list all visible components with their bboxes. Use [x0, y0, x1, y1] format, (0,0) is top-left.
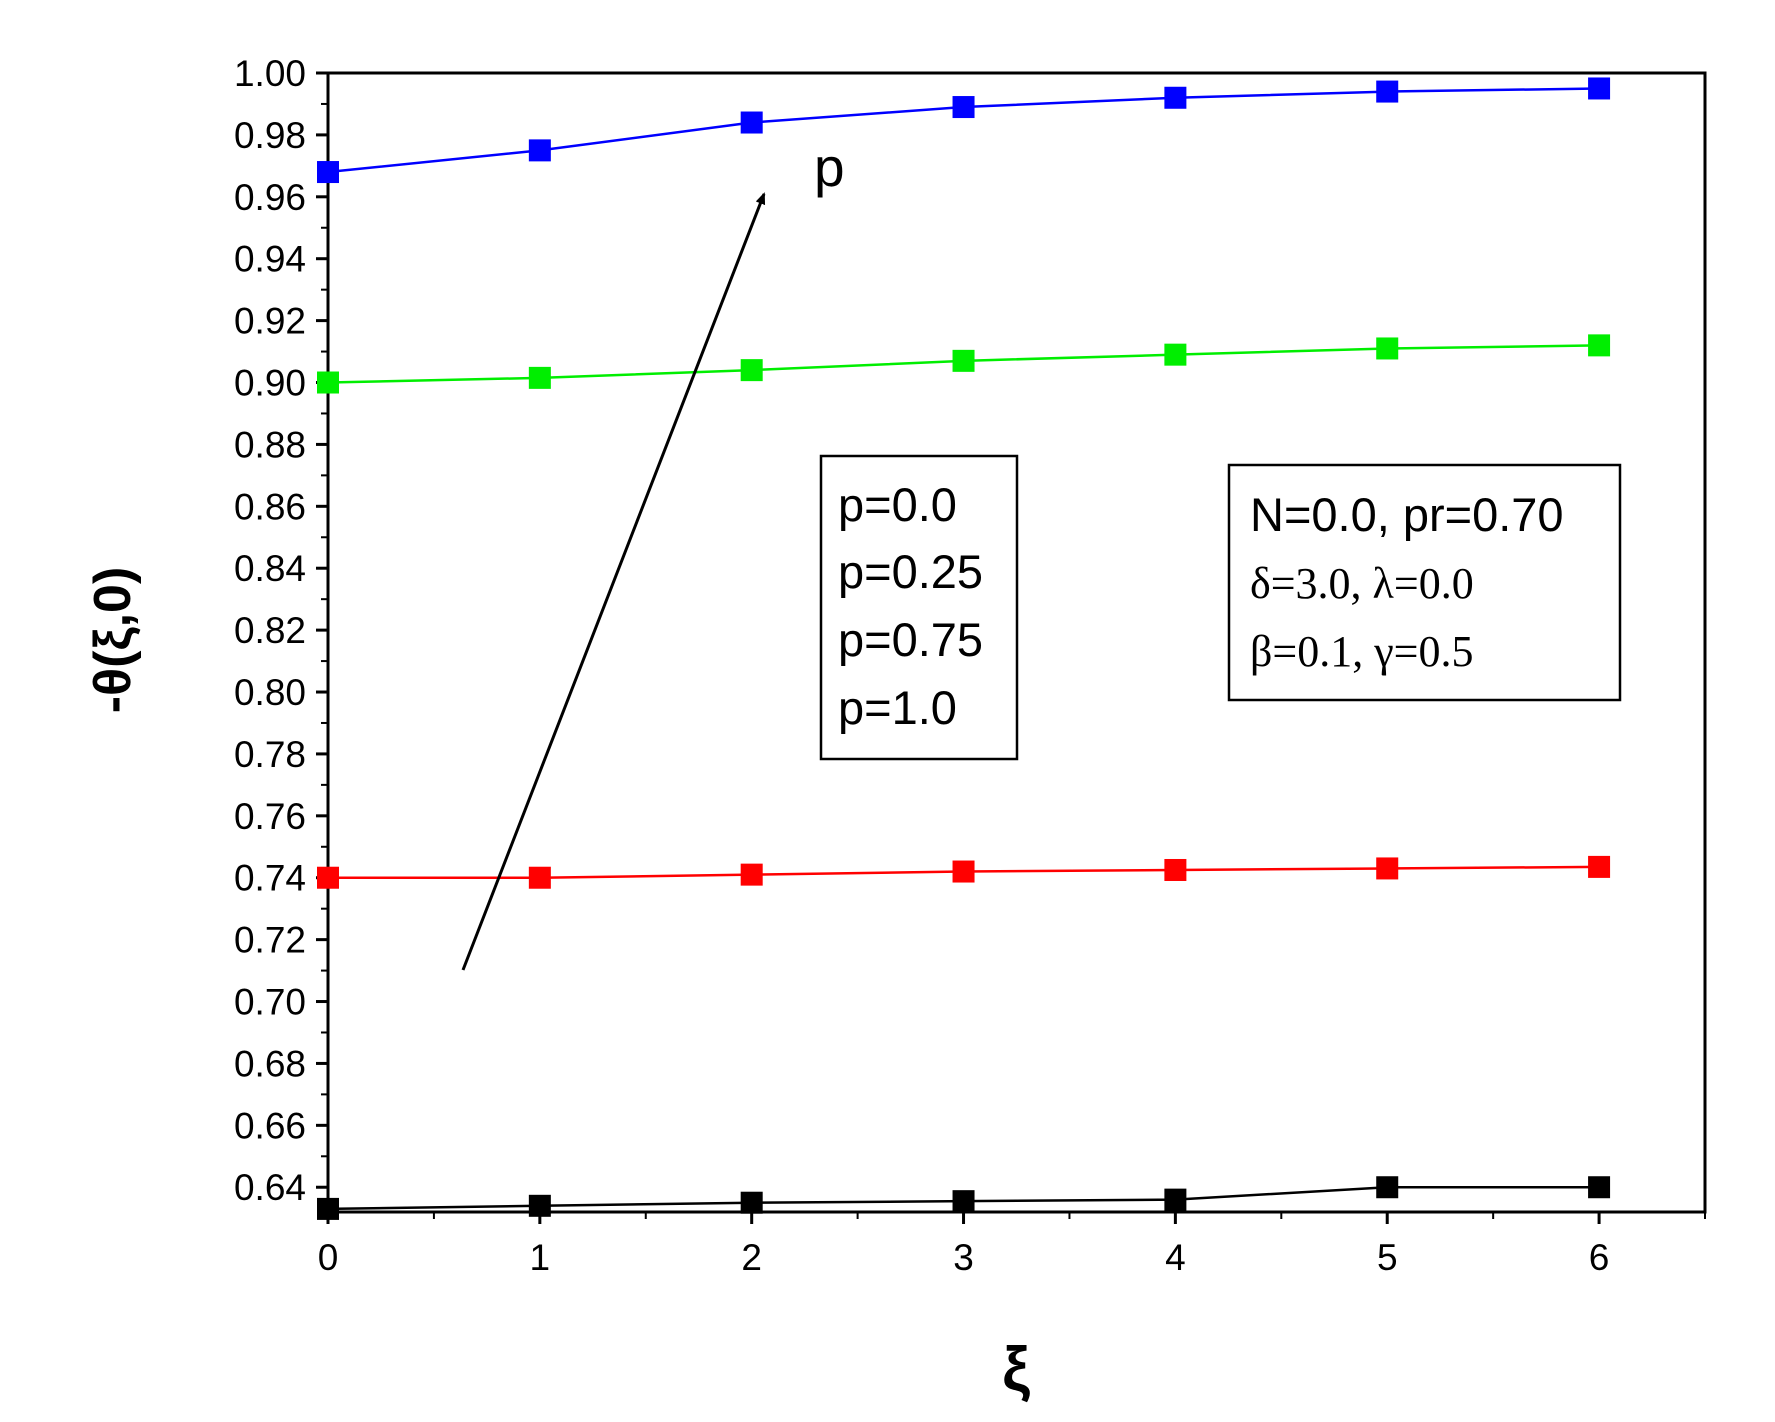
- y-tick-label: 0.88: [234, 424, 306, 465]
- data-point: [1588, 77, 1611, 100]
- x-tick-labels: 0 1 2 3 4 5 6: [318, 1237, 1610, 1278]
- data-point: [317, 371, 339, 394]
- y-tick-label: 0.84: [234, 548, 306, 589]
- y-tick-label: 0.96: [234, 177, 306, 218]
- y-tick-label: 0.92: [234, 301, 306, 342]
- params-line-1: N=0.0, pr=0.70: [1250, 488, 1564, 541]
- data-point: [952, 1190, 975, 1213]
- y-tick-label: 0.94: [234, 239, 306, 280]
- data-point: [740, 359, 763, 382]
- legend-entry-0: p=0.0: [838, 478, 957, 531]
- data-point: [528, 1194, 551, 1217]
- data-point: [1588, 334, 1611, 357]
- data-point: [1376, 1176, 1399, 1199]
- arrow-label: p: [814, 136, 845, 198]
- data-point: [1588, 1176, 1611, 1199]
- legend-entry-3: p=1.0: [838, 681, 957, 734]
- data-point: [952, 349, 975, 372]
- x-axis-title: ξ: [1002, 1335, 1030, 1404]
- x-tick-label: 3: [953, 1237, 974, 1278]
- y-tick-label: 0.72: [234, 920, 306, 961]
- y-tick-label: 0.64: [234, 1167, 306, 1208]
- data-point: [528, 366, 551, 389]
- y-tick-label: 0.70: [234, 982, 306, 1023]
- data-point: [740, 111, 763, 134]
- y-tick-label: 0.82: [234, 610, 306, 651]
- data-point: [528, 139, 551, 162]
- x-tick-label: 1: [530, 1237, 551, 1278]
- y-tick-label: 0.86: [234, 486, 306, 527]
- data-point: [1164, 343, 1187, 366]
- data-point: [1588, 855, 1611, 878]
- y-axis-title: -θ(ξ,0): [84, 567, 142, 714]
- plot-frame: [326, 71, 1707, 1214]
- data-point: [1164, 1188, 1187, 1211]
- data-point: [317, 161, 339, 184]
- series-layer: [317, 77, 1611, 1220]
- data-point: [317, 866, 339, 889]
- y-tick-label: 0.98: [234, 115, 306, 156]
- data-point: [740, 863, 763, 886]
- y-tick-label: 0.80: [234, 672, 306, 713]
- data-point: [1164, 86, 1187, 109]
- data-point: [1376, 857, 1399, 880]
- series-2: [317, 334, 1611, 394]
- data-point: [952, 96, 975, 119]
- series-3: [317, 77, 1611, 184]
- data-point: [1376, 80, 1399, 103]
- x-tick-label: 2: [741, 1237, 762, 1278]
- data-point: [528, 866, 551, 889]
- legend-entry-2: p=0.75: [838, 613, 983, 666]
- y-tick-label: 0.90: [234, 363, 306, 404]
- data-point: [740, 1191, 763, 1214]
- x-tick-label: 0: [318, 1237, 339, 1278]
- params-line-2: δ=3.0, λ=0.0: [1250, 559, 1474, 608]
- x-tick-label: 5: [1377, 1237, 1398, 1278]
- x-tick-label: 6: [1589, 1237, 1610, 1278]
- y-tick-label: 0.76: [234, 796, 306, 837]
- legend-entry-1: p=0.25: [838, 545, 983, 598]
- y-tick-labels: 0.64 0.66 0.68 0.70 0.72 0.74 0.76 0.78 0.80 0.82…: [234, 53, 306, 1208]
- data-point: [952, 860, 975, 883]
- series-0: [317, 1176, 1611, 1220]
- data-point: [1164, 858, 1187, 881]
- y-tick-label: 0.66: [234, 1105, 306, 1146]
- y-tick-label: 0.74: [234, 858, 306, 899]
- data-point: [1376, 337, 1399, 360]
- data-point: [317, 1197, 339, 1220]
- series-1: [317, 855, 1611, 889]
- legend-box: [819, 454, 1019, 761]
- params-line-3: β=0.1, γ=0.5: [1250, 627, 1473, 676]
- increase-arrow: [461, 192, 766, 971]
- y-tick-label: 1.00: [234, 53, 306, 94]
- x-tick-label: 4: [1165, 1237, 1186, 1278]
- y-tick-label: 0.68: [234, 1043, 306, 1084]
- y-tick-label: 0.78: [234, 734, 306, 775]
- params-box: [1227, 463, 1622, 702]
